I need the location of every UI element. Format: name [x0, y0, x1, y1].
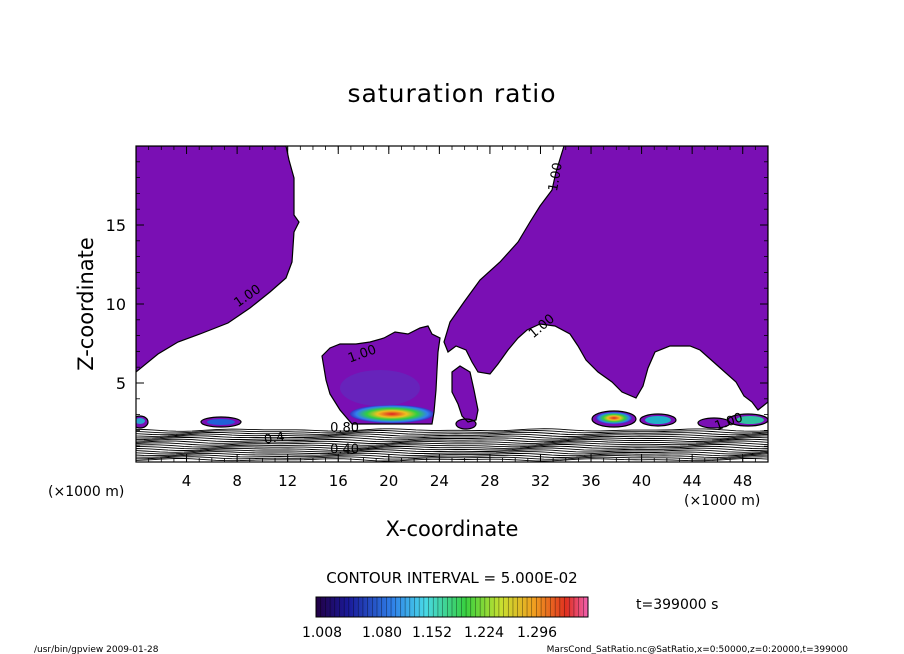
contour-outline [639, 413, 677, 427]
surface-contour [136, 433, 768, 437]
contour-label: 1.00 [546, 161, 566, 192]
surface-contour [136, 428, 768, 432]
contour-outline [443, 146, 768, 411]
x-tick-label: 4 [182, 472, 192, 490]
high-saturation-cells [136, 370, 764, 425]
x-tick-label: 12 [278, 472, 297, 490]
surface-contour [136, 458, 768, 462]
x-tick-label: 32 [531, 472, 550, 490]
region-left-upper [136, 146, 299, 372]
contour-outline [136, 146, 300, 373]
footer-left: /usr/bin/gpview 2009-01-28 [34, 645, 159, 654]
colorbar-labels: 1.008 1.080 1.152 1.224 1.296 [302, 625, 557, 641]
y-axis-label: Z-coordinate [74, 237, 98, 371]
surface-contour [136, 442, 768, 446]
y-tick-label: 15 [106, 216, 126, 235]
x-axis-ticks: 4 8 12 16 20 24 28 32 36 40 44 48 [135, 146, 769, 490]
contour-label: 0.4 [263, 430, 286, 448]
surface-contour [136, 440, 768, 444]
contour-outline [321, 325, 441, 425]
surface-contour [136, 445, 768, 450]
surface-contour [136, 449, 768, 453]
contour-line-1-00 [136, 146, 768, 430]
contour-outline [200, 416, 242, 428]
cell [698, 418, 730, 428]
y-tick-label: 10 [106, 295, 126, 314]
x-tick-label: 44 [683, 472, 702, 490]
surface-contour [136, 438, 768, 443]
colorbar-tick-label: 1.224 [464, 625, 504, 641]
surface-contour [136, 437, 768, 441]
x-unit-left: (×1000 m) [48, 484, 124, 500]
surface-contour [136, 431, 768, 436]
contour-outline [451, 365, 479, 423]
surface-contour [136, 451, 768, 455]
x-tick-label: 20 [379, 472, 398, 490]
contour-label: 0.40 [330, 442, 359, 457]
chart-title: saturation ratio [347, 79, 556, 108]
plot-area: 1.001.001.001.000.800.400.41.00 [136, 146, 768, 462]
x-tick-label: 8 [232, 472, 242, 490]
surface-contour [136, 447, 768, 451]
x-axis-label: X-coordinate [386, 517, 519, 541]
surface-contour [136, 454, 768, 458]
contour-outline [136, 415, 149, 429]
x-tick-label: 16 [329, 472, 348, 490]
colorbar-tick-label: 1.296 [517, 625, 557, 641]
surface-contour [136, 444, 768, 448]
x-tick-label: 28 [480, 472, 499, 490]
contour-outline [727, 413, 768, 427]
contour-outline [591, 410, 637, 428]
surface-contour [136, 456, 768, 460]
region-right-upper [444, 146, 768, 410]
x-unit-right: (×1000 m) [684, 493, 760, 509]
colorbar-tick-label: 1.152 [412, 625, 452, 641]
contour-outline [455, 418, 477, 430]
y-tick-label: 5 [116, 374, 126, 393]
x-tick-label: 40 [632, 472, 651, 490]
surface-contour-lines [136, 428, 768, 462]
colorbar-tick-label: 1.008 [302, 625, 342, 641]
surface-contour [136, 430, 768, 434]
footer-right: MarsCond_SatRatio.nc@SatRatio,x=0:50000,… [547, 645, 849, 654]
y-axis-ticks: 5 10 15 [106, 145, 768, 463]
x-tick-label: 24 [430, 472, 449, 490]
surface-contour [136, 435, 768, 439]
colorbar-tick-label: 1.080 [362, 625, 402, 641]
colorbar [315, 596, 589, 618]
x-tick-label: 36 [581, 472, 600, 490]
contour-label: 0.80 [330, 421, 359, 436]
contour-interval: CONTOUR INTERVAL = 5.000E-02 [326, 569, 577, 587]
x-tick-label: 48 [733, 472, 752, 490]
time-label: t=399000 s [636, 597, 718, 613]
surface-contour [136, 452, 768, 457]
